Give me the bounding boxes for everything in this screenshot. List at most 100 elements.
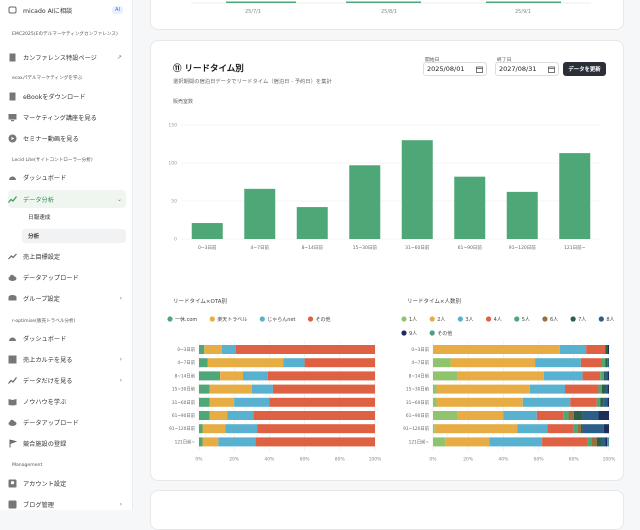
legend-swatch xyxy=(429,330,435,336)
chart-title: リードタイム×OTA別 xyxy=(173,297,227,305)
legend-label: 9人 xyxy=(409,331,417,337)
calendar-icon[interactable] xyxy=(476,66,483,75)
sidebar-item-competitor[interactable]: 競合施設の登録 xyxy=(8,434,126,452)
bar xyxy=(349,165,381,239)
sidebar-item-course[interactable]: マーケティング講座を見る xyxy=(8,108,126,126)
start-date-value: 2025/08/01 xyxy=(427,65,465,73)
stacked-segment xyxy=(568,411,574,420)
y-tick-label: 31~60日前 xyxy=(172,399,196,406)
x-tick-label: 25/8/1 xyxy=(381,9,397,15)
legend-label: 8人 xyxy=(606,317,614,323)
sidebar-item-sales-goal[interactable]: 売上目標設定 xyxy=(8,247,126,265)
trend-up-icon xyxy=(8,252,17,261)
dashboard-icon xyxy=(8,173,17,182)
chevron-right-icon: › xyxy=(119,294,122,302)
stacked-segment xyxy=(255,437,375,447)
calendar-icon[interactable] xyxy=(548,66,555,75)
bar xyxy=(401,140,433,239)
stacked-segment xyxy=(209,397,235,407)
legend-swatch xyxy=(485,316,492,322)
lead-time-card: ⑪ リードタイム別 選択期間の宿泊日データでリードタイム（宿泊日 - 予約日）を… xyxy=(150,40,624,481)
y-tick-label: 8~14日前 xyxy=(175,372,196,379)
card-title: ⑪ リードタイム別 xyxy=(173,64,244,74)
stacked-segment xyxy=(272,384,375,394)
stacked-segment xyxy=(543,371,583,381)
y-tick-label: 150 xyxy=(168,123,177,129)
section-header-management: Management xyxy=(12,463,43,468)
edit-icon xyxy=(8,500,17,509)
sidebar-item-data-only[interactable]: データだけを見る › xyxy=(8,371,126,389)
sidebar-item-group[interactable]: グループ設定 › xyxy=(8,289,126,307)
legend-swatch xyxy=(514,316,520,322)
stacked-segment xyxy=(605,437,608,447)
legend-swatch xyxy=(542,316,548,322)
sidebar-item-data-upload-1[interactable]: データアップロード xyxy=(8,268,126,286)
stacked-segment xyxy=(607,358,609,368)
bar xyxy=(244,188,276,239)
legend-swatch xyxy=(598,316,604,322)
section-header-emc: EMC2025(Eのデルマーケティングカンファレンス) xyxy=(12,32,118,37)
stacked-segment xyxy=(434,424,518,434)
stacked-segment xyxy=(577,424,581,434)
chart-line-icon xyxy=(8,195,17,204)
sidebar-item-label: データ分析 xyxy=(23,196,54,204)
sidebar-item-ebook[interactable]: eBookをダウンロード xyxy=(8,87,126,105)
lead-time-bar-chart: 販売室数 0 50 100 150 0~3日前 4~7日前 8~14日前 15~30日前 31~6… xyxy=(168,98,601,251)
legend-label: 7人 xyxy=(578,317,586,323)
stacked-segment xyxy=(221,345,236,354)
stacked-segment xyxy=(433,424,435,434)
stacked-segment xyxy=(565,384,599,394)
legend-label: 一休.com xyxy=(175,316,197,323)
micado-ai-button[interactable]: micado AIに相談 AI xyxy=(8,1,126,19)
x-tick-label: 4~7日前 xyxy=(251,244,270,251)
sidebar-item-label: ダッシュボード xyxy=(23,335,67,343)
x-tick-label: 61~90日前 xyxy=(458,244,483,251)
sidebar-item-dashboard-2[interactable]: ダッシュボード xyxy=(8,329,126,347)
sidebar-item-karte[interactable]: 売上カルテを見る › xyxy=(8,350,126,368)
sidebar-item-conference[interactable]: カンファレンス特設ページ ↗ xyxy=(8,48,126,66)
stacked-segment xyxy=(433,397,437,407)
y-tick-label: 61~90日前 xyxy=(406,412,430,419)
x-tick-label: 100% xyxy=(369,457,381,463)
y-tick-label: 91~120日前 xyxy=(169,425,196,432)
bar xyxy=(191,223,223,239)
bar xyxy=(506,191,538,239)
sidebar-item-data-analysis[interactable]: データ分析 ⌄ xyxy=(8,190,126,208)
stacked-segment xyxy=(587,437,592,447)
stacked-segment xyxy=(433,358,451,368)
legend-label: 6人 xyxy=(550,317,558,323)
stacked-segment xyxy=(591,437,597,447)
stacked-segment xyxy=(251,384,273,394)
stacked-segment xyxy=(570,397,597,407)
sidebar-item-label: ノウハウを学ぶ xyxy=(23,398,67,406)
play-icon xyxy=(8,134,17,143)
legend-label: 5人 xyxy=(522,317,530,323)
legend-swatch xyxy=(209,316,215,322)
sidebar-item-knowhow[interactable]: ノウハウを学ぶ xyxy=(8,392,126,410)
sidebar-item-data-upload-2[interactable]: データアップロード xyxy=(8,413,126,431)
sidebar-subitem-daily[interactable]: 日報速成 xyxy=(28,215,51,221)
ai-badge: AI xyxy=(112,6,123,14)
sidebar-item-label: 競合施設の登録 xyxy=(23,440,67,448)
legend-swatch xyxy=(307,316,314,322)
start-date-field[interactable]: 2025/08/01 xyxy=(423,62,487,76)
stacked-segment xyxy=(607,437,609,447)
sidebar-item-account[interactable]: アカウント設定 xyxy=(8,474,126,492)
sidebar-item-label: グループ設定 xyxy=(23,295,60,303)
sidebar-item-label: ブログ管理 xyxy=(23,501,54,509)
stacked-segment xyxy=(563,411,569,420)
y-tick-label: 4~7日前 xyxy=(177,359,195,366)
sidebar-item-label: 売上カルテを見る xyxy=(23,356,73,364)
bar-chart-icon xyxy=(8,355,17,364)
y-tick-label: 8~14日前 xyxy=(409,372,430,379)
sidebar-item-blog[interactable]: ブログ管理 › xyxy=(8,495,126,510)
x-tick-label: 121日前~ xyxy=(564,244,586,251)
sidebar-item-seminar[interactable]: セミナー動画を見る xyxy=(8,129,126,147)
sidebar-subitem-analysis[interactable]: 分析 xyxy=(22,229,126,243)
monitor-icon xyxy=(8,113,17,122)
end-date-field[interactable]: 2027/08/31 xyxy=(495,62,559,76)
sidebar-item-dashboard-1[interactable]: ダッシュボード xyxy=(8,168,126,186)
y-tick-label: 15~30日前 xyxy=(406,386,430,393)
update-data-button[interactable]: データを更新 xyxy=(563,62,606,76)
y-tick-label: 121日前~ xyxy=(409,438,430,445)
